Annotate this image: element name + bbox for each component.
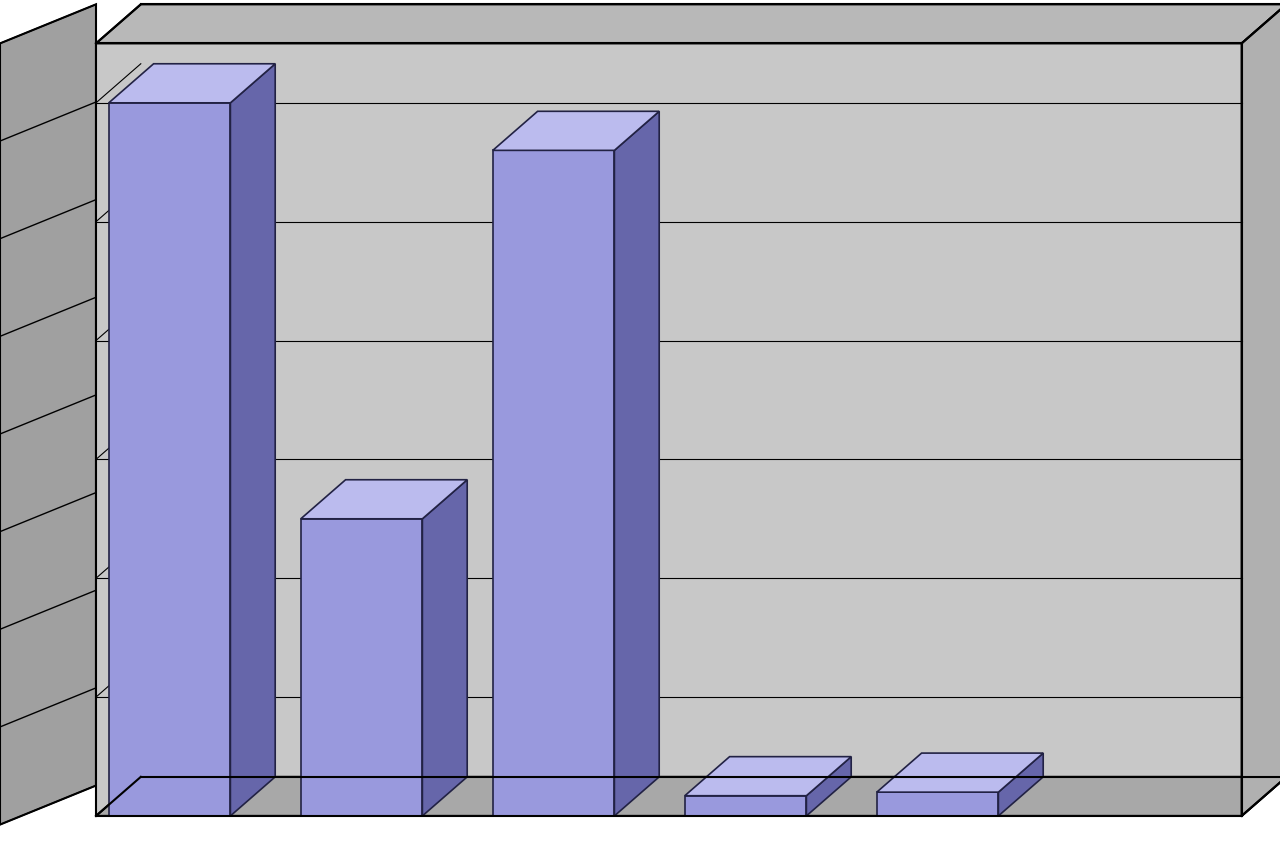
Polygon shape (230, 63, 275, 816)
Polygon shape (109, 63, 275, 102)
Polygon shape (301, 519, 422, 816)
Polygon shape (493, 111, 659, 150)
Polygon shape (685, 796, 806, 816)
Polygon shape (998, 753, 1043, 816)
Polygon shape (685, 757, 851, 796)
Polygon shape (877, 792, 998, 816)
Polygon shape (1242, 4, 1280, 816)
Polygon shape (109, 102, 230, 816)
Polygon shape (301, 480, 467, 519)
Polygon shape (877, 753, 1043, 792)
Polygon shape (422, 480, 467, 816)
Polygon shape (96, 4, 1280, 43)
Polygon shape (493, 150, 614, 816)
Polygon shape (96, 43, 1242, 816)
Polygon shape (806, 757, 851, 816)
Polygon shape (614, 111, 659, 816)
Polygon shape (0, 4, 96, 825)
Polygon shape (141, 4, 1280, 777)
Polygon shape (96, 777, 1280, 816)
